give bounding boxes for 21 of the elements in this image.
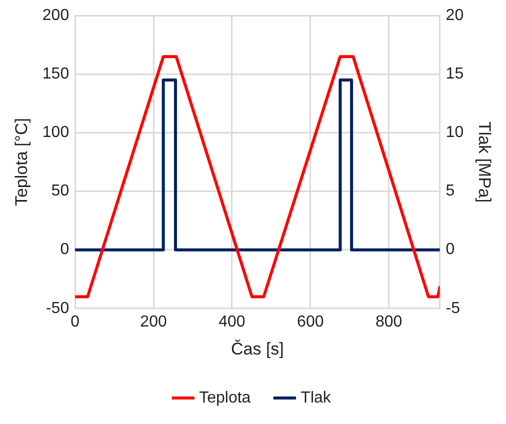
legend-label: Teplota — [199, 389, 251, 406]
y2-tick-label: 0 — [446, 241, 455, 258]
y2-tick-label: 5 — [446, 182, 455, 200]
y2-tick-label: -5 — [446, 300, 460, 317]
y-tick-label: 100 — [42, 124, 70, 142]
x-tick-label: 800 — [375, 313, 402, 330]
x-axis-title: Čas [s] — [230, 339, 284, 358]
y2-tick-label: 10 — [446, 124, 464, 142]
y-tick-label: -50 — [46, 300, 70, 317]
legend-label: Tlak — [300, 389, 332, 406]
x-tick-label: 400 — [218, 313, 246, 330]
x-tick-label: 600 — [297, 313, 324, 330]
x-tick-label: 200 — [140, 313, 167, 330]
y2-tick-label: 15 — [446, 66, 464, 83]
y2-tick-label: 20 — [446, 7, 464, 24]
y-axis-title: Teplota [°C] — [12, 118, 31, 206]
y-tick-label: 200 — [42, 7, 70, 24]
y-tick-label: 50 — [51, 182, 70, 200]
y2-axis-title: Tlak [MPa] — [475, 121, 494, 203]
y-tick-label: 150 — [42, 66, 70, 83]
y-tick-label: 0 — [60, 241, 70, 258]
